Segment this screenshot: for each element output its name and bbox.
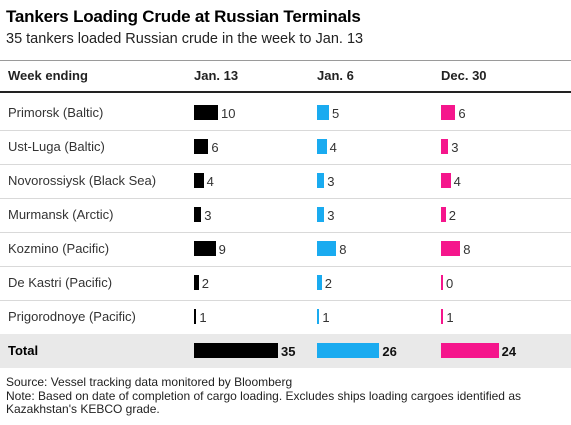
row-label-2: Novorossiysk (Black Sea) [8,173,157,188]
row-separator [0,164,571,165]
chart-title: Tankers Loading Crude at Russian Termina… [6,7,361,26]
row-separator [0,300,571,301]
row-3-value-1: 3 [327,208,335,223]
row-4-value-1: 8 [339,242,347,257]
row-6-bar-2 [441,309,444,324]
row-0-bar-2 [441,105,456,120]
row-1-bar-2 [441,139,449,154]
row-separator [0,266,571,267]
header-col-2: Dec. 30 [441,68,487,83]
top-rule [0,60,571,61]
header-col-0: Jan. 13 [194,68,239,83]
row-0-value-1: 5 [332,106,340,121]
row-5-value-0: 2 [201,276,210,291]
row-5-bar-2 [441,275,443,290]
chart-subtitle: 35 tankers loaded Russian crude in the w… [6,31,364,47]
row-3-bar-1 [317,207,325,222]
row-4-bar-0 [194,241,216,256]
row-label-5: De Kastri (Pacific) [8,275,113,290]
row-label-3: Murmansk (Arctic) [8,207,114,222]
total-bar-2 [441,343,499,358]
row-5-value-1: 2 [324,276,333,291]
total-bar-0 [194,343,278,358]
note-line-2: Kazakhstan's KEBCO grade. [6,402,160,416]
row-2-value-1: 3 [327,174,335,189]
header-col-1: Jan. 6 [317,68,354,83]
row-4-value-2: 8 [463,242,471,257]
row-separator [0,198,571,199]
row-3-bar-0 [194,207,202,222]
note-line-1: Note: Based on date of completion of car… [6,389,521,403]
row-2-bar-2 [441,173,451,188]
row-6-bar-0 [194,309,197,324]
total-value-1: 26 [382,344,397,359]
row-label-4: Kozmino (Pacific) [8,241,110,256]
header-rule [0,91,571,93]
row-6-value-1: 1 [322,310,330,325]
row-1-bar-0 [194,139,209,154]
row-label-0: Primorsk (Baltic) [8,105,104,120]
row-2-bar-0 [194,173,204,188]
row-6-value-0: 1 [199,310,207,325]
row-5-value-2: 0 [446,276,454,291]
row-3-value-2: 2 [448,208,457,223]
row-2-bar-1 [317,173,325,188]
row-0-value-0: 10 [221,106,236,121]
row-4-value-0: 9 [218,242,226,257]
row-1-value-2: 3 [451,140,459,155]
source-note: Source: Vessel tracking data monitored b… [6,375,293,389]
row-4-bar-2 [441,241,461,256]
header-week-ending: Week ending [8,68,88,83]
row-0-bar-0 [194,105,218,120]
row-2-value-0: 4 [206,174,214,189]
row-label-1: Ust-Luga (Baltic) [8,139,105,154]
row-separator [0,232,571,233]
row-5-bar-1 [317,275,322,290]
row-1-value-1: 4 [329,140,337,155]
row-0-value-2: 6 [458,106,466,121]
row-3-value-0: 3 [204,208,212,223]
total-value-2: 24 [501,344,517,359]
row-separator [0,130,571,131]
row-label-6: Prigorodnoye (Pacific) [8,309,136,324]
row-0-bar-1 [317,105,329,120]
row-1-bar-1 [317,139,327,154]
total-bar-1 [317,343,380,358]
row-5-bar-0 [194,275,199,290]
row-6-value-2: 1 [446,310,454,325]
row-1-value-0: 6 [211,140,219,155]
row-6-bar-1 [317,309,320,324]
row-4-bar-1 [317,241,337,256]
row-2-value-2: 4 [453,174,461,189]
row-3-bar-2 [441,207,446,222]
total-value-0: 35 [281,344,296,359]
total-label: Total [8,343,39,358]
